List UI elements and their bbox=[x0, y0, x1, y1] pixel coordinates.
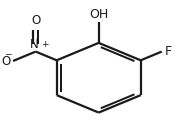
Text: F: F bbox=[165, 45, 172, 58]
Text: OH: OH bbox=[89, 8, 108, 21]
Text: O: O bbox=[31, 14, 40, 27]
Text: N: N bbox=[30, 38, 39, 51]
Text: O: O bbox=[1, 55, 10, 68]
Text: −: − bbox=[4, 49, 11, 58]
Text: +: + bbox=[41, 40, 48, 49]
